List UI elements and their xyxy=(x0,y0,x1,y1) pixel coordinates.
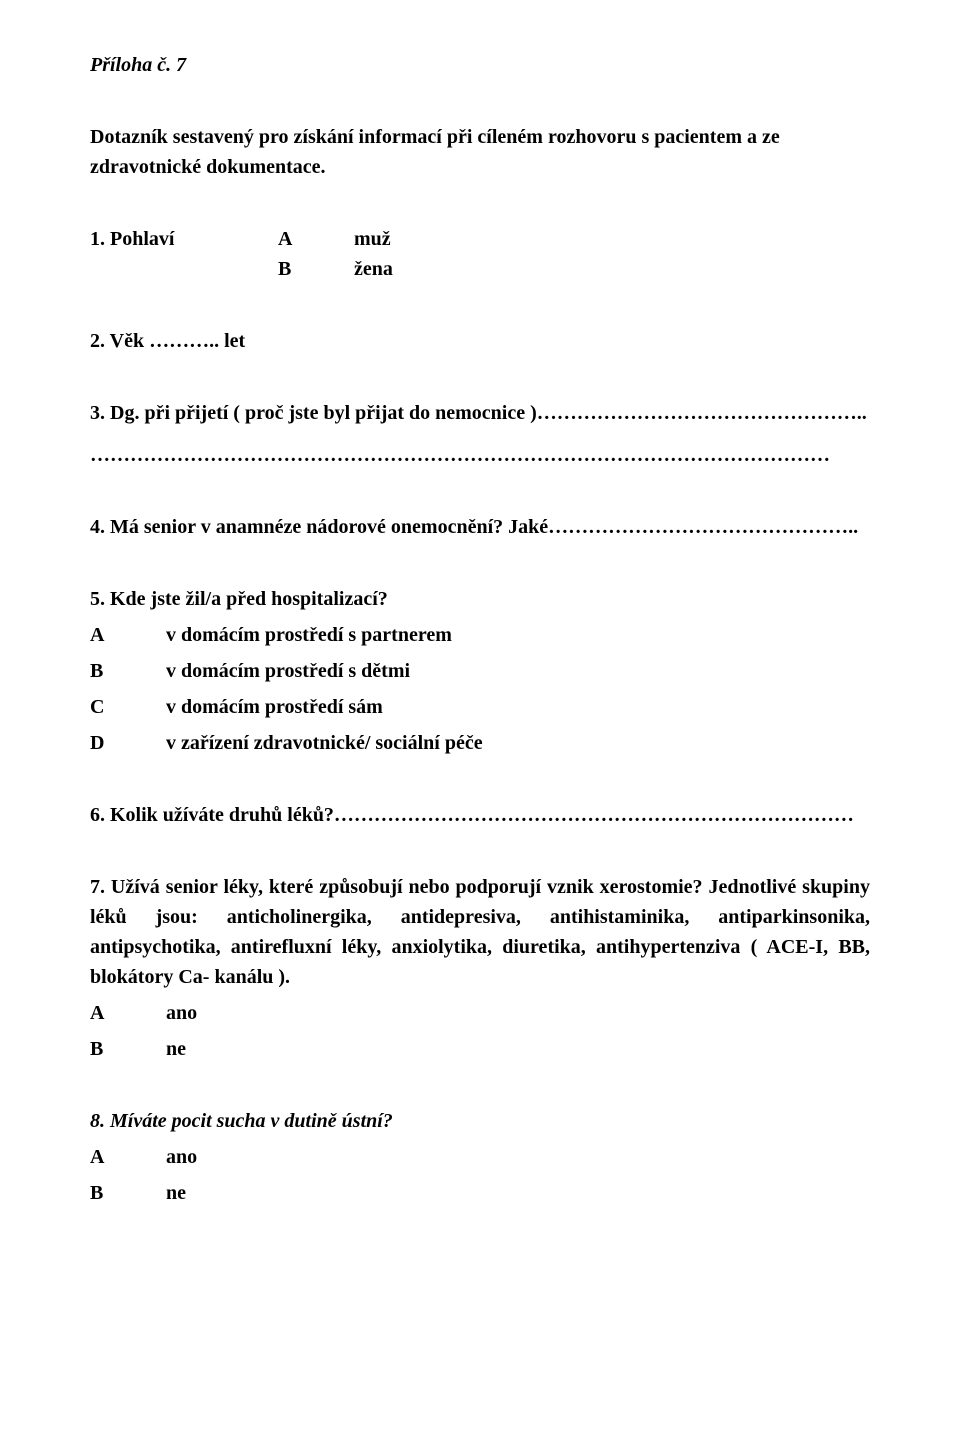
q1-spacer xyxy=(90,254,278,284)
q8-opt-b-letter: B xyxy=(90,1178,166,1208)
q8-opt-a-text: ano xyxy=(166,1142,197,1172)
question-6: 6. Kolik užíváte druhů léků?………………………………… xyxy=(90,800,870,830)
q7-opt-b-text: ne xyxy=(166,1034,186,1064)
question-3: 3. Dg. při přijetí ( proč jste byl přija… xyxy=(90,398,870,428)
q7-opt-a-text: ano xyxy=(166,998,197,1028)
q8-opt-a-letter: A xyxy=(90,1142,166,1172)
q1-opt-a-letter: A xyxy=(278,224,354,254)
q5-opt-a-text: v domácím prostředí s partnerem xyxy=(166,620,452,650)
q3-dots: ………………………………………………………………………………………………… xyxy=(90,440,870,470)
question-1: 1. Pohlaví A muž B žena xyxy=(90,224,870,284)
q1-opt-a-text: muž xyxy=(354,224,391,254)
q7-options: A ano B ne xyxy=(90,998,870,1064)
appendix-title: Příloha č. 7 xyxy=(90,50,870,80)
q5-opt-d-letter: D xyxy=(90,728,166,758)
q1-opt-b-letter: B xyxy=(278,254,354,284)
q5-opt-a-letter: A xyxy=(90,620,166,650)
q7-opt-a-letter: A xyxy=(90,998,166,1028)
q1-label: 1. Pohlaví xyxy=(90,224,278,254)
q5-options: A v domácím prostředí s partnerem B v do… xyxy=(90,620,870,758)
q5-opt-b-text: v domácím prostředí s dětmi xyxy=(166,656,410,686)
question-5: 5. Kde jste žil/a před hospitalizací? xyxy=(90,584,870,614)
q5-opt-b-letter: B xyxy=(90,656,166,686)
q5-opt-c-letter: C xyxy=(90,692,166,722)
q1-opt-b-text: žena xyxy=(354,254,393,284)
question-8: 8. Míváte pocit sucha v dutině ústní? xyxy=(90,1106,870,1136)
intro-text: Dotazník sestavený pro získání informací… xyxy=(90,122,870,182)
q8-options: A ano B ne xyxy=(90,1142,870,1208)
q8-opt-b-text: ne xyxy=(166,1178,186,1208)
question-7: 7. Užívá senior léky, které způsobují ne… xyxy=(90,872,870,992)
q5-opt-d-text: v zařízení zdravotnické/ sociální péče xyxy=(166,728,483,758)
q5-opt-c-text: v domácím prostředí sám xyxy=(166,692,383,722)
question-2: 2. Věk ……….. let xyxy=(90,326,870,356)
q7-opt-b-letter: B xyxy=(90,1034,166,1064)
question-4: 4. Má senior v anamnéze nádorové onemocn… xyxy=(90,512,870,542)
